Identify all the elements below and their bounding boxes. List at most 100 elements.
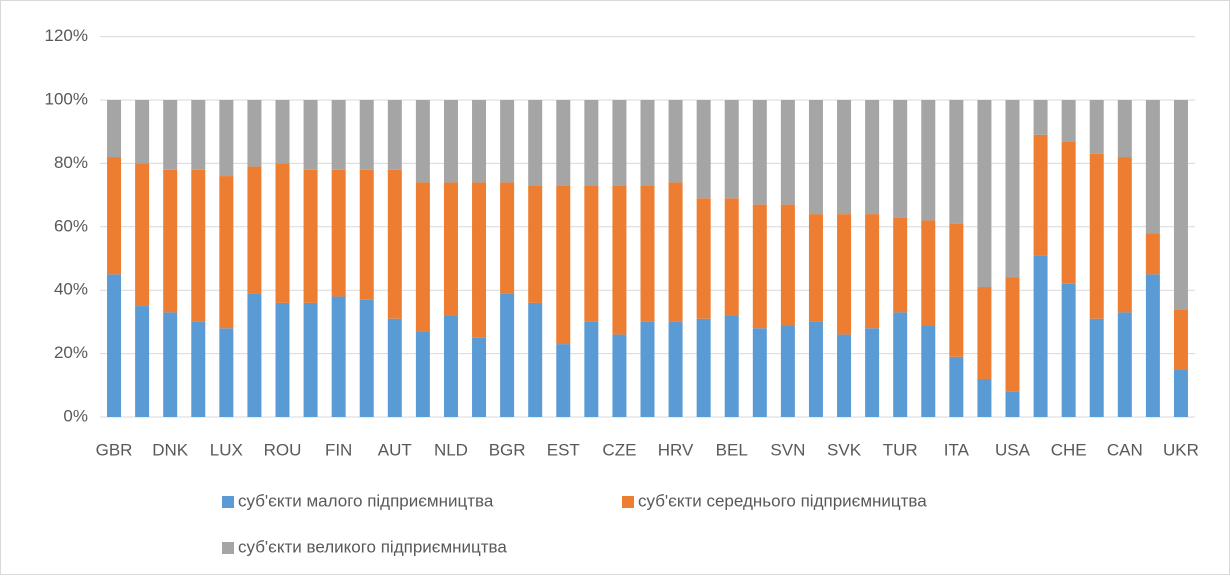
bar-segment (1145, 233, 1160, 275)
x-tick-label: CHE (1051, 440, 1087, 459)
bar-segment (752, 328, 767, 417)
bar-segment (331, 100, 346, 170)
bar-segment (724, 100, 739, 199)
bar-segment (808, 100, 823, 215)
bar-segment (640, 321, 655, 417)
bar-segment (247, 166, 262, 294)
bar-segment (191, 321, 206, 417)
bar-segment (724, 315, 739, 417)
bar-segment (443, 182, 458, 316)
bar-segment (1005, 391, 1020, 417)
bar-segment (837, 214, 852, 335)
bar-segment (1033, 100, 1048, 135)
bar-segment (1173, 100, 1188, 310)
x-tick-label: UKR (1163, 440, 1199, 459)
bar-segment (696, 100, 711, 199)
y-tick-label: 100% (45, 89, 88, 108)
x-tick-label: CZE (602, 440, 636, 459)
x-tick-label: ROU (264, 440, 302, 459)
legend-label: суб'єкти малого підприємництва (238, 491, 494, 510)
bar-segment (1145, 274, 1160, 417)
bar-segment (808, 214, 823, 322)
bar-segment (780, 100, 795, 205)
bar-segment (1033, 255, 1048, 417)
bar-segment (528, 302, 543, 417)
bar-segment (1005, 100, 1020, 278)
x-tick-label: BGR (489, 440, 526, 459)
bar-segment (1117, 312, 1132, 417)
bar-segment (724, 198, 739, 316)
bar-segment (865, 214, 880, 329)
bar-segment (837, 100, 852, 215)
x-tick-label: DNK (152, 440, 189, 459)
bar-segment (752, 100, 767, 205)
x-tick-label: ITA (944, 440, 970, 459)
x-tick-label: AUT (378, 440, 412, 459)
bar-segment (780, 325, 795, 417)
bar-segment (977, 100, 992, 288)
bar-segment (1173, 309, 1188, 370)
bar-segment (1145, 100, 1160, 234)
bar-segment (443, 315, 458, 417)
x-tick-label: NLD (434, 440, 468, 459)
y-tick-label: 80% (54, 153, 88, 172)
bar-segment (528, 100, 543, 186)
bar-segment (275, 100, 290, 164)
x-tick-label: TUR (883, 440, 918, 459)
bar-segment (837, 334, 852, 417)
bar-segment (107, 100, 122, 158)
bar-segment (584, 100, 599, 186)
bar-segment (500, 182, 515, 294)
bar-segment (1089, 318, 1104, 417)
bar-segment (668, 100, 683, 183)
bar-segment (893, 312, 908, 417)
bar-segment (696, 198, 711, 319)
bar-segment (107, 274, 122, 417)
bar-segment (640, 185, 655, 322)
bar-segment (921, 220, 936, 326)
bar-segment (303, 302, 318, 417)
bar-segment (415, 331, 430, 417)
x-tick-label: CAN (1107, 440, 1143, 459)
legend-label: суб'єкти середнього підприємництва (638, 491, 927, 510)
bar-segment (472, 100, 487, 183)
bar-segment (443, 100, 458, 183)
bar-segment (472, 337, 487, 417)
bar-segment (275, 302, 290, 417)
bar-segment (387, 169, 402, 319)
bar-segment (1033, 134, 1048, 256)
bar-segment (331, 296, 346, 417)
x-tick-label: BEL (716, 440, 748, 459)
bar-segment (1061, 283, 1076, 417)
bar-segment (415, 182, 430, 332)
bar-segment (219, 176, 234, 329)
bar-segment (1117, 100, 1132, 158)
bar-segment (977, 378, 992, 417)
bar-segment (893, 217, 908, 313)
bar-segment (977, 287, 992, 379)
bar-segment (668, 321, 683, 417)
bar-segment (359, 299, 374, 417)
bar-segment (500, 100, 515, 183)
bar-segment (556, 100, 571, 186)
bar-segment (163, 312, 178, 417)
legend-swatch (222, 542, 234, 554)
bar-segment (780, 204, 795, 326)
bar-segment (808, 321, 823, 417)
bar-segment (949, 356, 964, 417)
bar-segment (865, 100, 880, 215)
y-tick-label: 0% (63, 406, 88, 425)
bar-segment (135, 306, 150, 417)
bar-segment (1117, 157, 1132, 313)
legend-label: суб'єкти великого підприємництва (238, 537, 507, 556)
y-tick-label: 20% (54, 343, 88, 362)
bar-segment (219, 100, 234, 177)
bar-segment (387, 318, 402, 417)
bar-segment (415, 100, 430, 183)
bar-segment (191, 169, 206, 322)
y-tick-label: 60% (54, 216, 88, 235)
bar-segment (556, 185, 571, 345)
bar-segment (640, 100, 655, 186)
bar-segment (1061, 141, 1076, 284)
